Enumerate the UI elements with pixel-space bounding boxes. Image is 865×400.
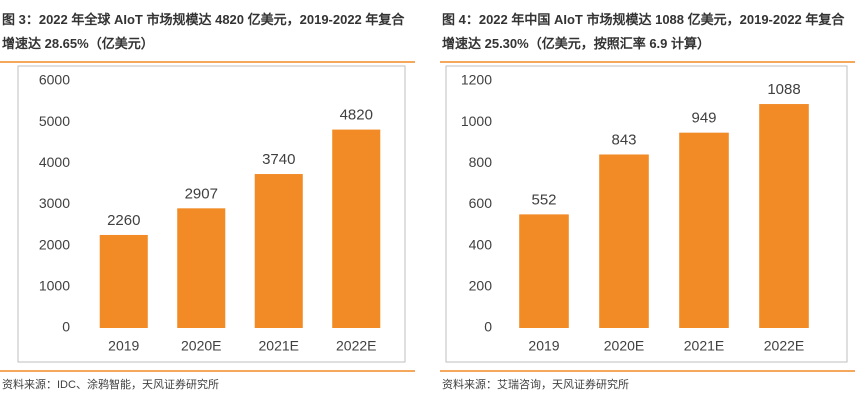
y-tick-label: 0 [62,319,70,335]
y-tick-label: 200 [469,278,493,294]
x-tick-label: 2020E [181,338,221,354]
chart-title: 图 3：2022 年全球 AIoT 市场规模达 4820 亿美元，2019-20… [2,12,405,51]
bar [254,174,303,328]
x-tick-label: 2020E [604,338,644,354]
bar [177,208,226,328]
y-tick-label: 4000 [39,154,70,170]
value-label: 3740 [262,151,295,168]
y-tick-label: 800 [469,154,493,170]
plot-frame [445,65,848,363]
y-tick-label: 1200 [461,72,492,88]
y-tick-label: 1000 [461,113,492,129]
value-label: 4820 [340,107,373,124]
x-tick-label: 2022E [764,338,804,354]
value-label: 949 [691,110,716,127]
y-tick-label: 0 [484,319,492,335]
bar [679,132,729,328]
y-tick-label: 5000 [39,113,70,129]
value-label: 2260 [107,212,140,229]
y-tick-label: 2000 [39,236,70,252]
plot-frame [17,65,406,363]
bar [599,154,649,328]
x-tick-label: 2019 [528,338,559,354]
source: 资料来源：IDC、涂鸦智能，天风证券研究所 [2,377,219,391]
bar [332,129,381,328]
chart-title: 图 4：2022 年中国 AIoT 市场规模达 1088 亿美元，2019-20… [442,12,845,51]
y-tick-label: 3000 [39,195,70,211]
x-tick-label: 2021E [259,338,299,354]
y-tick-label: 600 [469,195,493,211]
source: 资料来源：艾瑞咨询，天风证券研究所 [442,377,629,391]
x-tick-label: 2021E [684,338,724,354]
x-tick-label: 2019 [108,338,139,354]
x-tick-label: 2022E [336,338,376,354]
value-label: 2907 [185,185,218,202]
value-label: 843 [611,131,636,148]
bar [519,214,569,328]
bar [759,104,809,328]
value-label: 552 [531,191,556,208]
y-tick-label: 400 [469,236,493,252]
bar [99,234,148,328]
y-tick-label: 6000 [39,72,70,88]
y-tick-label: 1000 [39,278,70,294]
value-label: 1088 [767,81,800,98]
